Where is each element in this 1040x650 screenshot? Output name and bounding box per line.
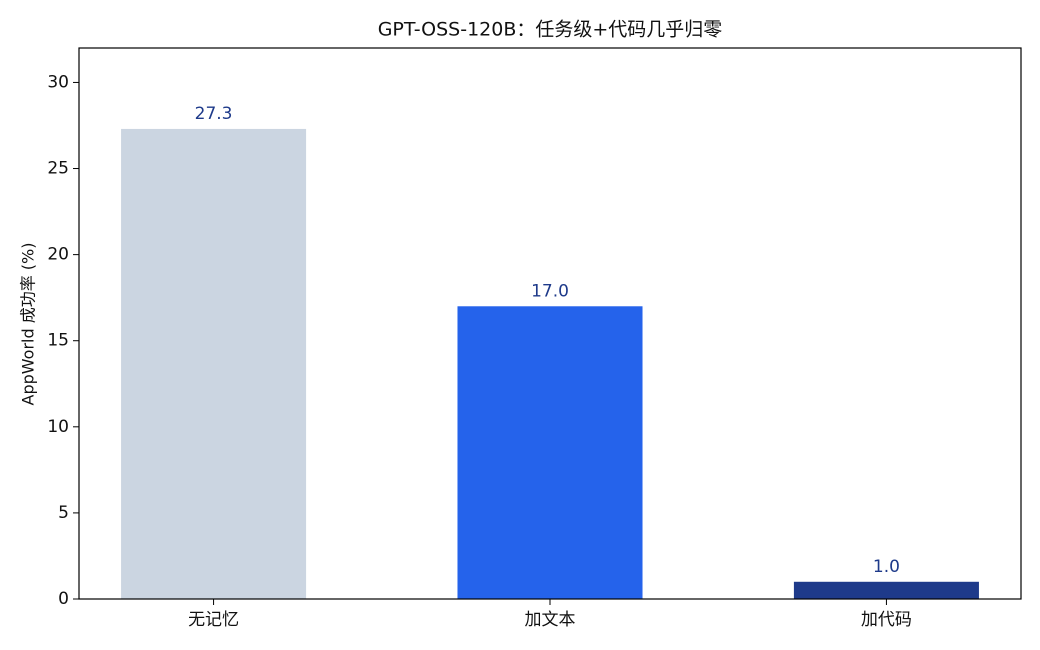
y-tick-label: 10 (47, 417, 69, 437)
y-tick-label: 5 (58, 503, 69, 523)
x-tick-label: 无记忆 (188, 610, 239, 630)
y-tick-label: 0 (58, 589, 69, 609)
value-label: 27.3 (195, 104, 233, 124)
bar (793, 581, 979, 599)
bar (457, 306, 643, 599)
plot-frame (78, 47, 1022, 600)
y-tick-label: 20 (47, 245, 69, 265)
y-tick-label: 15 (47, 331, 69, 351)
y-axis-label: AppWorld 成功率 (%) (19, 243, 38, 406)
chart-title: GPT-OSS-120B：任务级+代码几乎归零 (378, 19, 723, 41)
y-tick-label: 30 (47, 72, 69, 92)
value-label: 17.0 (531, 281, 569, 301)
x-tick-label: 加文本 (525, 610, 576, 630)
bar (121, 128, 307, 599)
value-label: 1.0 (873, 557, 900, 577)
y-tick-label: 25 (47, 159, 69, 179)
x-tick-label: 加代码 (861, 610, 912, 630)
